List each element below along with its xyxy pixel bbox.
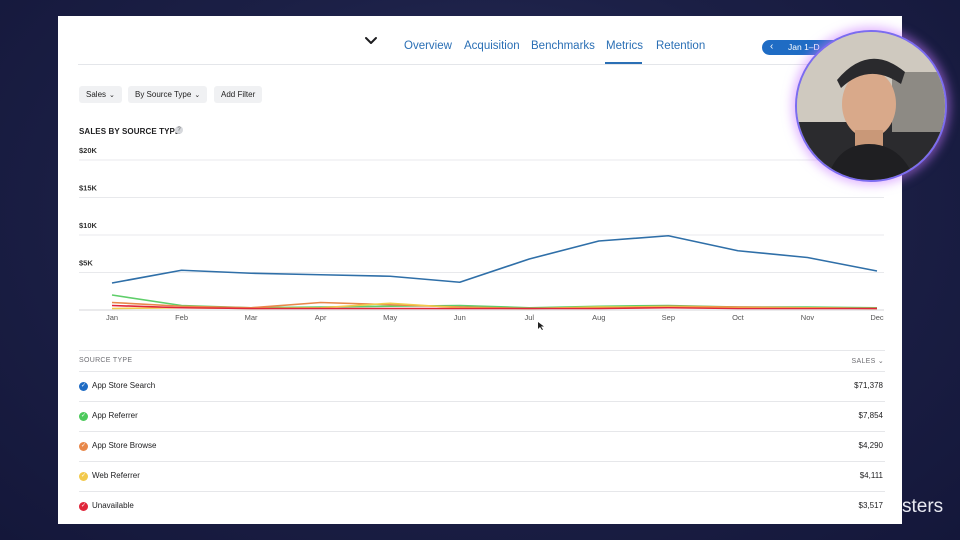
y-tick-label: $15K: [79, 184, 98, 193]
tab-retention[interactable]: Retention: [656, 40, 706, 52]
column-header-sales-label: SALES: [851, 358, 876, 365]
chevron-down-icon[interactable]: [364, 36, 378, 46]
table-row[interactable]: ✓ App Store Browse $4,290: [79, 431, 885, 461]
column-header-source-type[interactable]: SOURCE TYPE: [79, 357, 133, 364]
help-icon[interactable]: ?: [175, 126, 183, 134]
webcam-overlay: [795, 30, 947, 182]
tab-overview[interactable]: Overview: [404, 40, 452, 52]
active-tab-indicator: [605, 62, 642, 64]
source-type-name: App Store Search: [92, 381, 156, 390]
sales-value: $7,854: [858, 411, 883, 420]
source-type-name: App Referrer: [92, 411, 138, 420]
date-range-label: Jan 1–D: [788, 42, 820, 52]
y-tick-label: $5K: [79, 259, 93, 268]
column-header-sales[interactable]: SALES ⌄: [852, 357, 885, 365]
y-tick-label: $20K: [79, 146, 98, 155]
row-divider: [79, 371, 885, 372]
table-row[interactable]: ✓ App Store Search $71,378: [79, 371, 885, 401]
row-divider: [79, 491, 885, 492]
sales-value: $4,111: [859, 471, 883, 480]
y-tick-label: $10K: [79, 221, 98, 230]
sort-icon: ⌄: [877, 358, 884, 365]
table-row[interactable]: ✓ Unavailable $3,517: [79, 491, 885, 521]
sales-value: $71,378: [854, 381, 883, 390]
tab-acquisition[interactable]: Acquisition: [464, 40, 520, 52]
nav-divider: [78, 64, 886, 65]
x-tick-label: Jul: [524, 313, 534, 322]
sales-line-chart: $5K $10K $15K $20K Jan Feb Mar Apr May Jun Jul Aug S…: [79, 146, 884, 330]
x-tick-label: Feb: [175, 313, 188, 322]
brand-watermark: sters: [902, 496, 944, 517]
add-filter-button[interactable]: Add Filter: [214, 86, 263, 103]
x-tick-label: Mar: [245, 313, 258, 322]
row-divider: [79, 431, 885, 432]
x-tick-label: Sep: [662, 313, 675, 322]
filter-source-type-dropdown[interactable]: By Source Type ⌄: [128, 86, 208, 103]
x-tick-label: Aug: [592, 313, 605, 322]
x-tick-label: Apr: [315, 313, 327, 322]
x-tick-label: Oct: [732, 313, 745, 322]
chart-title: SALES BY SOURCE TYPE: [79, 127, 181, 136]
tab-metrics[interactable]: Metrics: [606, 40, 644, 52]
presenter-video-icon: [797, 32, 945, 180]
sales-value: $3,517: [858, 501, 883, 510]
checkmark-icon[interactable]: ✓: [79, 502, 88, 511]
filter-sales-label: Sales: [86, 90, 107, 99]
x-tick-label: Nov: [801, 313, 815, 322]
filter-source-type-label: By Source Type: [135, 90, 192, 99]
series-line-app-referrer[interactable]: [111, 294, 878, 309]
source-type-name: App Store Browse: [92, 441, 157, 450]
top-navigation: Overview Acquisition Benchmarks Metrics …: [58, 16, 902, 64]
filter-sales-dropdown[interactable]: Sales ⌄: [79, 86, 122, 103]
checkmark-icon[interactable]: ✓: [79, 442, 88, 451]
checkmark-icon[interactable]: ✓: [79, 472, 88, 481]
x-tick-label: Jun: [454, 313, 466, 322]
series-line-app-store-search[interactable]: [111, 234, 878, 284]
chevron-down-icon: ⌄: [194, 92, 201, 99]
sales-value: $4,290: [858, 441, 883, 450]
checkmark-icon[interactable]: ✓: [79, 412, 88, 421]
x-tick-label: Jan: [106, 313, 118, 322]
chevron-down-icon: ⌄: [109, 92, 115, 99]
source-type-name: Unavailable: [92, 501, 134, 510]
source-type-name: Web Referrer: [92, 471, 140, 480]
add-filter-label: Add Filter: [221, 90, 256, 99]
mouse-cursor-icon: [538, 322, 544, 330]
row-divider: [79, 401, 885, 402]
table-row[interactable]: ✓ App Referrer $7,854: [79, 401, 885, 431]
checkmark-icon[interactable]: ✓: [79, 382, 88, 391]
series-line-unavailable[interactable]: [111, 304, 877, 310]
x-tick-label: Dec: [870, 313, 884, 322]
x-tick-label: May: [383, 313, 397, 322]
tab-benchmarks[interactable]: Benchmarks: [531, 40, 595, 52]
table-row[interactable]: ✓ Web Referrer $4,111: [79, 461, 885, 491]
chevron-left-icon[interactable]: ‹: [770, 41, 774, 52]
analytics-panel: Overview Acquisition Benchmarks Metrics …: [58, 16, 902, 524]
row-divider: [79, 461, 885, 462]
table-top-divider: [79, 350, 885, 351]
